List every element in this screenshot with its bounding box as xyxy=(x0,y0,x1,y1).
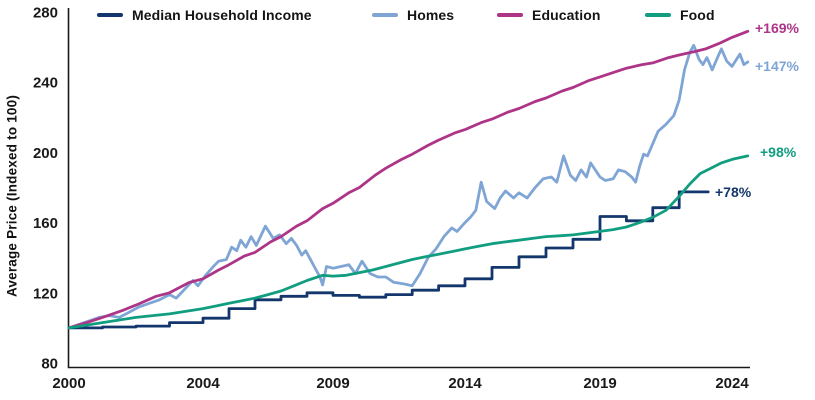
income-line-swatch xyxy=(97,12,123,17)
series-line-food xyxy=(67,154,750,330)
legend-item-education: Education xyxy=(497,6,601,23)
education-line-swatch xyxy=(497,12,523,17)
legend-item-median-household-income: Median Household Income xyxy=(97,6,312,23)
legend-label: Median Household Income xyxy=(132,6,312,23)
x-tick-label: 2014 xyxy=(448,375,482,392)
x-tick-label: 2009 xyxy=(316,375,349,392)
legend-item-homes: Homes xyxy=(372,6,454,23)
y-tick-label: 240 xyxy=(33,75,58,92)
x-tick-label: 2019 xyxy=(583,375,616,392)
y-tick-label: 120 xyxy=(33,285,58,302)
axis-frame xyxy=(67,8,750,369)
x-tick-label: 2024 xyxy=(715,375,749,392)
x-tick-label: 2000 xyxy=(52,375,85,392)
y-tick-label: 160 xyxy=(33,215,58,232)
series-line-homes xyxy=(67,43,750,330)
legend-item-food: Food xyxy=(645,6,715,23)
y-axis-title: Average Price (Indexed to 100) xyxy=(4,94,20,298)
series-line-education xyxy=(67,29,750,330)
end-label-education: +169% xyxy=(755,20,799,36)
y-tick-label: 280 xyxy=(33,5,58,22)
y-tick-label: 200 xyxy=(33,145,58,162)
y-tick-label: 80 xyxy=(41,356,58,373)
food-line-swatch xyxy=(645,12,671,17)
legend-label: Education xyxy=(532,6,601,23)
end-label-income: +78% xyxy=(715,184,752,200)
x-tick-label: 2004 xyxy=(186,375,220,392)
end-label-homes: +147% xyxy=(755,58,799,74)
series-line-median-household-income xyxy=(67,190,710,330)
legend-label: Homes xyxy=(407,6,455,23)
end-label-food: +98% xyxy=(760,144,797,160)
homes-line-swatch xyxy=(372,12,398,17)
legend-label: Food xyxy=(680,6,715,23)
